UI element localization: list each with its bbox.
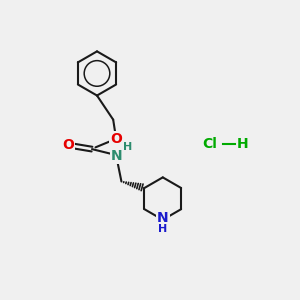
Text: H: H: [123, 142, 132, 152]
Text: O: O: [62, 138, 74, 152]
Text: N: N: [157, 211, 169, 225]
Text: Cl: Cl: [202, 137, 217, 151]
Text: H: H: [158, 224, 167, 234]
Text: N: N: [111, 148, 123, 163]
Text: O: O: [110, 132, 122, 146]
Text: H: H: [237, 137, 249, 151]
